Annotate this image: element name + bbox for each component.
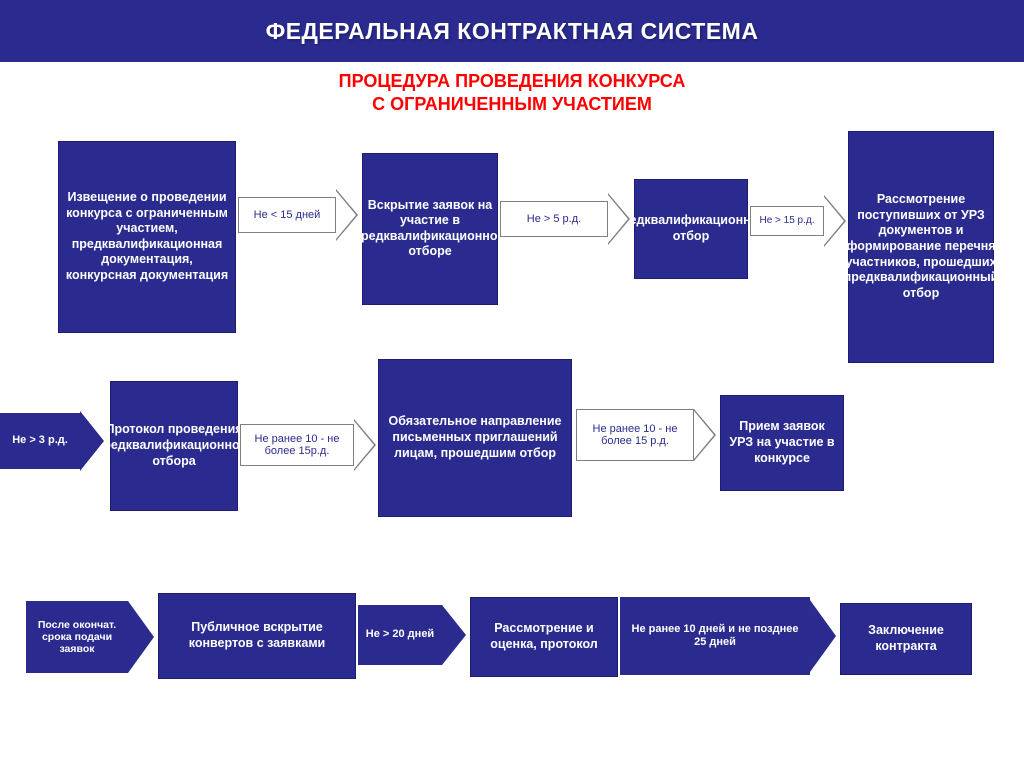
box-prequalification: Предквалификационный отбор	[634, 179, 748, 279]
box-notice: Извещение о проведении конкурса с ограни…	[58, 141, 236, 333]
box-accept-applications: Прием заявок УРЗ на участие в конкурсе	[720, 395, 844, 491]
box-contract: Заключение контракта	[840, 603, 972, 675]
arrow-label: Не > 5 р.д.	[527, 213, 581, 225]
box-opening-applications: Вскрытие заявок на участие в предквалифи…	[362, 153, 498, 305]
arrow-label: Не > 15 р.д.	[759, 215, 814, 226]
arrow-label: Не > 20 дней	[366, 628, 434, 641]
arrow-label: Не ранее 10 - не более 15 р.д.	[581, 423, 689, 447]
arrow-label: После окончат. срока подачи заявок	[32, 619, 122, 655]
box-public-opening: Публичное вскрытие конвертов с заявками	[158, 593, 356, 679]
box-invitations: Обязательное направление письменных приг…	[378, 359, 572, 517]
arrow-10-15-b: Не ранее 10 - не более 15 р.д.	[576, 409, 716, 461]
header-band: ФЕДЕРАЛЬНАЯ КОНТРАКТНАЯ СИСТЕМА	[0, 0, 1024, 62]
box-protocol: Протокол проведения предквалификационног…	[110, 381, 238, 511]
subtitle-line-2: С ОГРАНИЧЕННЫМ УЧАСТИЕМ	[0, 93, 1024, 116]
arrow-blue-3rd: Не > 3 р.д.	[0, 411, 104, 471]
box-review-protocol: Рассмотрение и оценка, протокол	[470, 597, 618, 677]
arrow-label: Не ранее 10 дней и не позднее 25 дней	[626, 623, 804, 648]
arrow-blue-20-days: Не > 20 дней	[358, 605, 466, 665]
arrow-15-rd: Не > 15 р.д.	[750, 195, 846, 247]
arrow-10-15-a: Не ранее 10 - не более 15р.д.	[240, 419, 376, 471]
flowchart-canvas: Извещение о проведении конкурса с ограни…	[0, 123, 1024, 783]
arrow-label: Не < 15 дней	[254, 209, 321, 221]
arrow-5-rd: Не > 5 р.д.	[500, 193, 630, 245]
arrow-blue-after-deadline: После окончат. срока подачи заявок	[26, 601, 154, 673]
subtitle-line-1: ПРОЦЕДУРА ПРОВЕДЕНИЯ КОНКУРСА	[0, 70, 1024, 93]
box-review-documents: Рассмотрение поступивших от УРЗ документ…	[848, 131, 994, 363]
arrow-label: Не ранее 10 - не более 15р.д.	[245, 433, 349, 457]
arrow-label: Не > 3 р.д.	[12, 434, 68, 447]
arrow-15-days: Не < 15 дней	[238, 189, 358, 241]
subtitle: ПРОЦЕДУРА ПРОВЕДЕНИЯ КОНКУРСА С ОГРАНИЧЕ…	[0, 70, 1024, 117]
arrow-blue-10-25-days: Не ранее 10 дней и не позднее 25 дней	[620, 597, 836, 675]
page-title: ФЕДЕРАЛЬНАЯ КОНТРАКТНАЯ СИСТЕМА	[266, 18, 759, 45]
